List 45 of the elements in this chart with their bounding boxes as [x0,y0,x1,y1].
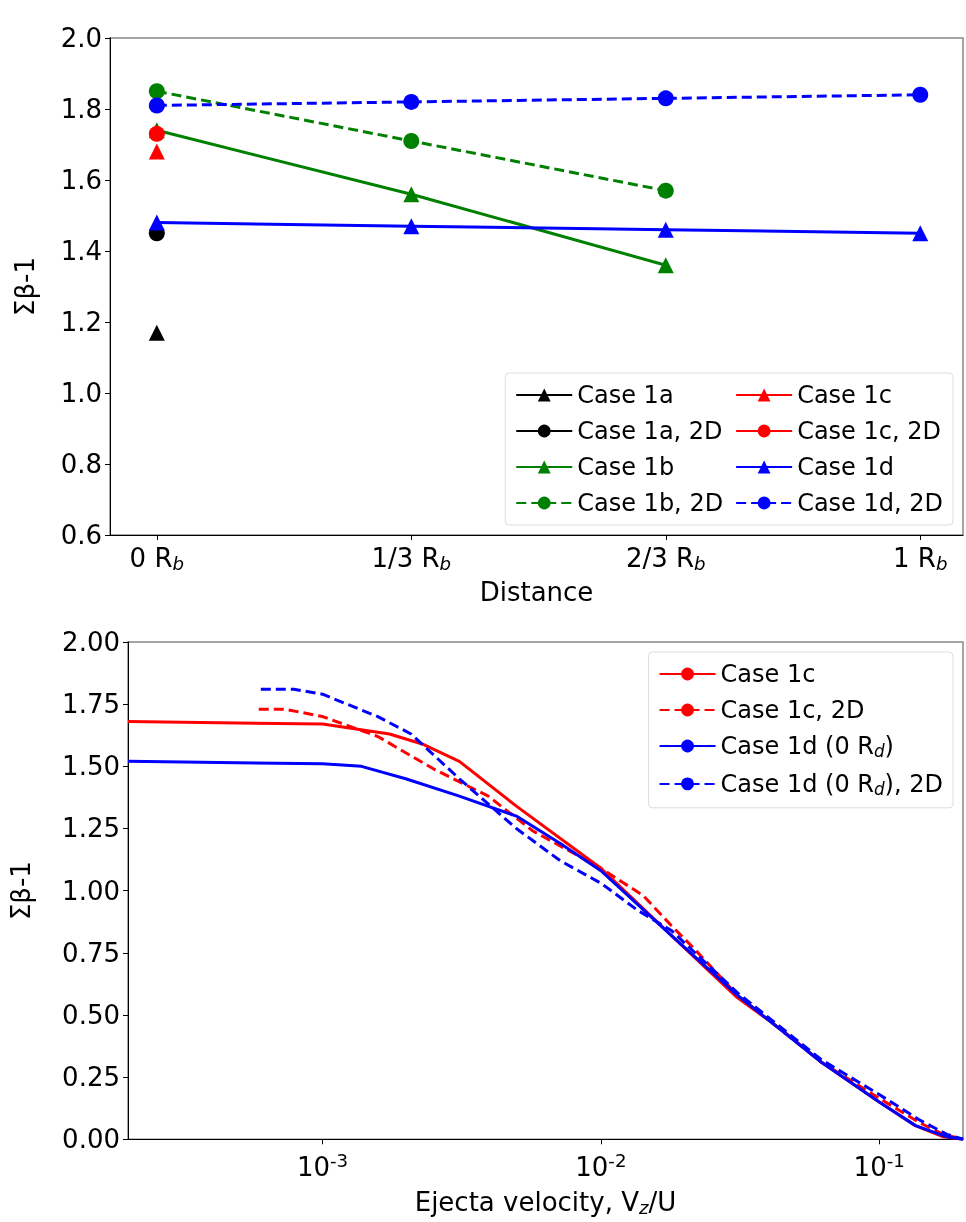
point [657,182,674,199]
legend-label: Case 1d [797,453,894,481]
point [912,225,929,242]
y-tick-label: 1.4 [60,236,102,266]
x-axis-title: Distance [479,577,594,607]
legend-label: Case 1b, 2D [577,489,724,517]
legend-label: Case 1a, 2D [577,417,723,445]
point [657,221,674,238]
point [148,324,165,341]
point [148,97,165,114]
y-tick-label: 0.50 [62,999,120,1030]
y-tick-label: 1.2 [60,307,102,337]
legend-label: Case 1c [720,660,816,688]
y-axis-title: Σβ-1 [6,861,36,921]
legend-label: Case 1d, 2D [797,489,943,517]
point [912,86,929,103]
point [403,218,420,235]
y-tick-label: 0.6 [60,520,102,550]
legend-label: Case 1c, 2D [797,417,941,445]
y-tick-label: 1.0 [60,378,102,408]
point [148,83,165,100]
y-axis-title: Σβ-1 [10,257,40,316]
y-tick-label: 0.00 [62,1124,120,1155]
legend-label: Case 1c [797,381,892,409]
y-tick-label: 1.25 [62,813,120,844]
point [148,143,165,160]
y-tick-label: 1.50 [62,751,120,782]
point [403,132,420,149]
y-tick-label: 1.00 [62,875,120,906]
y-tick-label: 1.8 [60,94,102,124]
point [657,257,674,274]
legend-label: Case 1b [577,453,675,481]
point [657,90,674,107]
legend-label: Case 1c, 2D [720,696,865,724]
point [403,93,420,110]
y-tick-label: 1.75 [62,689,120,720]
y-tick-label: 0.25 [62,1062,120,1093]
y-tick-label: 1.6 [60,165,102,195]
y-tick-label: 2.0 [60,23,102,53]
legend-label: Case 1a [577,381,674,409]
point [148,214,165,231]
y-tick-label: 0.8 [60,449,102,479]
point [403,186,420,203]
y-tick-label: 2.00 [62,627,120,657]
y-tick-label: 0.75 [62,937,120,968]
